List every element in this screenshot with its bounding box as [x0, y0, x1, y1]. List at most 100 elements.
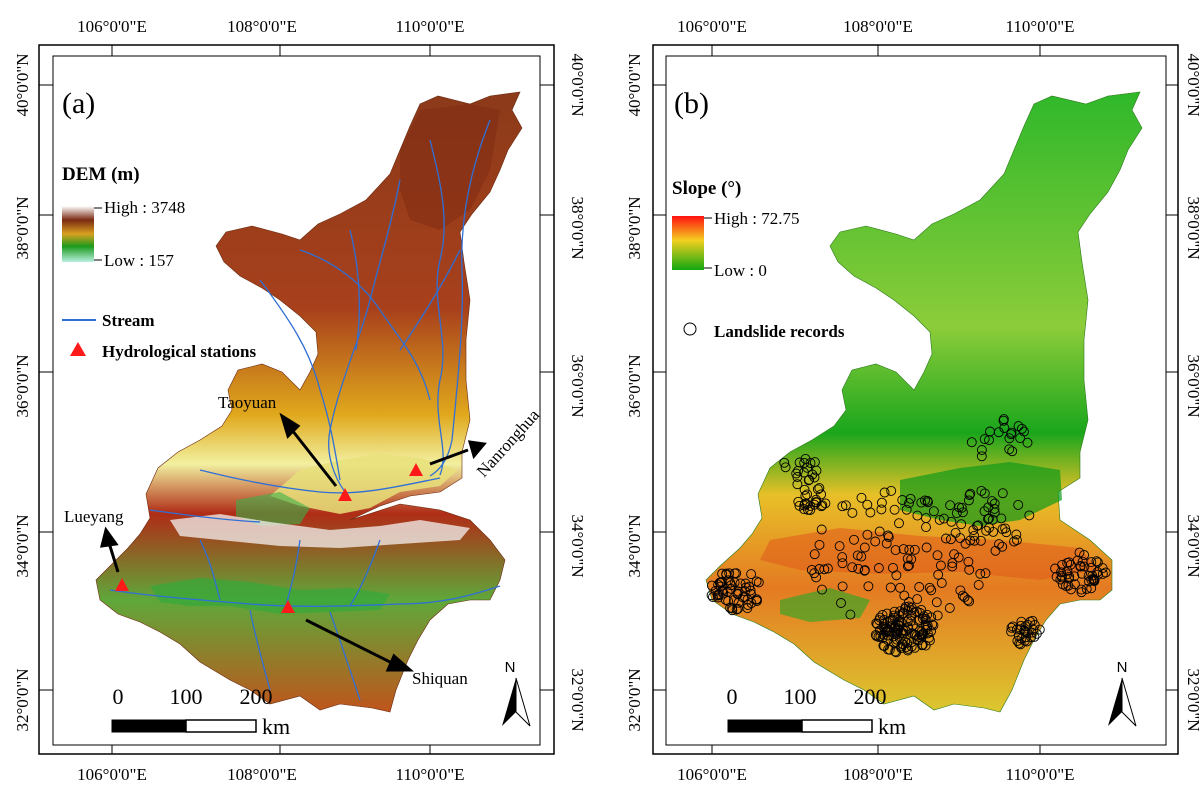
landslide-record-marker	[746, 598, 757, 609]
arrow-head-lueyang	[100, 526, 119, 548]
landslide-record-marker	[1092, 557, 1103, 568]
landslide-record-marker	[972, 520, 983, 531]
landslide-record-marker	[996, 513, 1007, 524]
landslide-record-marker	[870, 536, 881, 547]
landslide-record-marker	[840, 500, 851, 511]
landslide-record-marker	[969, 530, 980, 541]
landslide-record-marker	[707, 592, 718, 603]
landslide-record-marker	[1081, 583, 1092, 594]
landslide-record-marker	[870, 629, 881, 640]
landslide-record-marker	[900, 636, 911, 647]
landslide-record-marker	[969, 535, 980, 546]
landslide-record-marker	[966, 437, 977, 448]
landslide-record-marker	[931, 597, 942, 608]
landslide-record-marker	[1075, 561, 1086, 571]
landslide-record-marker	[706, 590, 717, 601]
dem-region-shape	[95, 91, 523, 713]
lon-tick-top-106-b: 106°0'0"E	[677, 17, 747, 36]
dem-legend: DEM (m) High : 3748 Low : 157 Stream Hyd…	[62, 164, 256, 361]
lat-tick-left-36-b: 36°0'0"N	[625, 354, 644, 417]
landslide-record-marker	[957, 507, 968, 518]
landslide-record-marker	[883, 532, 894, 543]
landslide-record-marker	[983, 514, 993, 524]
landslide-record-marker	[906, 554, 917, 565]
landslide-record-marker	[877, 633, 888, 644]
landslide-record-marker	[812, 484, 823, 495]
landslide-record-marker	[873, 563, 884, 573]
landslide-record-marker	[814, 564, 825, 574]
landslide-record-marker	[927, 619, 938, 630]
landslide-record-marker	[1066, 584, 1076, 595]
lon-tick-bottom-108: 108°0'0"E	[227, 765, 297, 784]
lat-tick-left-32: 32°0'0"N	[13, 668, 32, 731]
landslide-record-marker	[1089, 574, 1100, 585]
landslide-record-marker	[923, 497, 933, 508]
landslide-record-marker	[945, 534, 956, 545]
qinling-snow-band	[170, 514, 470, 548]
landslide-record-marker	[837, 501, 848, 512]
landslide-record-marker	[956, 502, 967, 513]
landslide-record-marker	[924, 582, 935, 593]
lon-tick-bottom-108-b: 108°0'0"E	[843, 765, 913, 784]
station-label-lueyang: Lueyang	[64, 507, 124, 526]
landslide-record-marker	[965, 488, 976, 499]
station-marker-shiquan	[281, 600, 295, 613]
slope-legend-high: High : 72.75	[714, 209, 799, 228]
landslide-record-marker	[814, 483, 825, 494]
landslide-record-marker	[975, 568, 986, 579]
landslide-record-marker	[894, 610, 904, 621]
landslide-record-marker	[905, 493, 916, 504]
landslide-record-marker	[1077, 568, 1087, 579]
slope-green-valley-west	[780, 588, 870, 622]
landslide-record-marker	[894, 633, 905, 644]
landslide-record-marker	[814, 539, 825, 550]
lon-tick-top-110-b: 110°0'0"E	[1005, 17, 1074, 36]
north-arrow-a: N	[502, 659, 531, 727]
landslide-record-marker	[847, 562, 858, 573]
landslide-record-marker	[903, 601, 914, 612]
lon-tick-bottom-110-b: 110°0'0"E	[1005, 765, 1074, 784]
landslide-record-marker	[1079, 550, 1090, 560]
dem-legend-colorbar	[62, 206, 94, 262]
landslide-records	[706, 414, 1111, 658]
wei-river-plain	[270, 454, 458, 514]
lat-tick-right-38-b: 38°0'0"N	[1184, 196, 1200, 259]
landslide-record-marker	[973, 520, 984, 531]
landslide-record-marker	[876, 497, 887, 508]
landslide-record-marker	[997, 488, 1008, 499]
landslide-record-marker	[979, 488, 990, 499]
landslide-record-marker	[879, 641, 890, 651]
landslide-record-marker	[1013, 499, 1024, 510]
landslide-record-marker	[1079, 561, 1090, 572]
landslide-record-marker	[779, 457, 790, 468]
landslide-record-marker	[834, 541, 845, 552]
landslide-record-marker	[873, 631, 884, 642]
landslide-record-marker	[881, 625, 892, 636]
wei-river-plain-green	[236, 492, 310, 526]
landslide-record-marker	[987, 496, 997, 507]
landslide-record-marker	[862, 499, 873, 510]
landslide-record-marker	[903, 643, 913, 654]
landslide-record-marker	[1086, 583, 1097, 594]
landslide-record-marker	[989, 503, 1000, 514]
landslide-record-marker	[859, 542, 870, 553]
landslide-record-marker	[984, 435, 994, 445]
stream-legend-label: Stream	[102, 311, 155, 330]
scale-bar-b: 0 100 200 km	[727, 684, 907, 739]
landslide-record-marker	[794, 500, 805, 511]
landslide-record-marker	[837, 558, 848, 569]
panel-b-ticks	[653, 45, 1178, 754]
landslide-record-marker	[988, 526, 999, 537]
lon-tick-top-108-b: 108°0'0"E	[843, 17, 913, 36]
landslide-record-marker	[895, 582, 906, 593]
landslide-record-marker	[1062, 569, 1073, 580]
scale-tick-200: 200	[240, 684, 273, 709]
landslide-record-marker	[1064, 557, 1075, 568]
landslide-record-marker	[1076, 587, 1087, 598]
landslide-record-marker	[874, 615, 885, 626]
landslide-record-marker	[713, 589, 724, 600]
landslide-record-marker	[983, 502, 994, 513]
landslide-record-marker	[947, 561, 958, 572]
lon-tick-bottom-106: 106°0'0"E	[77, 765, 147, 784]
